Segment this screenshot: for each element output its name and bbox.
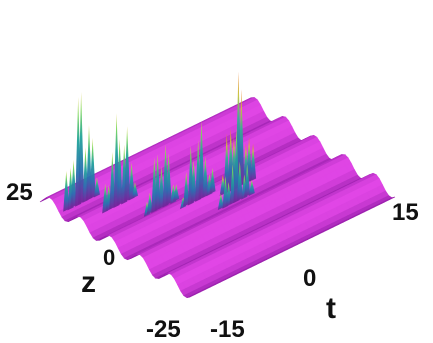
peak	[102, 113, 139, 214]
peak-spike	[146, 192, 153, 215]
peak-spike	[165, 153, 172, 206]
peak-spike	[93, 177, 100, 198]
peak	[217, 128, 255, 211]
t-tick-0: 0	[303, 265, 316, 292]
t-axis-label: t	[326, 292, 336, 325]
peak	[179, 120, 216, 210]
z-tick-0: 0	[103, 245, 115, 270]
peak-spike	[217, 193, 224, 211]
peak-spike	[78, 91, 85, 205]
peak-spike	[128, 162, 135, 201]
t-tick-neg15: -15	[210, 316, 245, 343]
peak-spike	[198, 120, 205, 200]
peak-spike	[190, 160, 197, 204]
peaks-layer	[63, 71, 257, 217]
peak-spike	[248, 179, 255, 196]
peak-spike	[70, 159, 77, 208]
peak-spike	[63, 170, 70, 212]
peak-spike	[116, 138, 123, 206]
peak-spike	[109, 151, 116, 210]
peak	[63, 91, 100, 212]
peak-spike	[244, 164, 251, 198]
z-tick-25: 25	[6, 179, 33, 206]
peak-spike	[202, 156, 209, 198]
z-tick-neg25: -25	[146, 316, 181, 343]
z-axis-label: z	[81, 266, 96, 299]
peak-spike	[209, 168, 216, 195]
peak-spike	[183, 171, 190, 207]
peak	[143, 144, 180, 217]
peak-spike	[131, 182, 139, 199]
peak-spike	[173, 184, 180, 202]
peak-spike	[89, 137, 96, 199]
peak-spike	[249, 143, 257, 182]
peak-spike	[154, 154, 161, 212]
surface-cell	[386, 196, 396, 201]
peak-spike	[124, 126, 131, 203]
peak-spike	[236, 161, 243, 202]
t-tick-15: 15	[392, 199, 419, 226]
